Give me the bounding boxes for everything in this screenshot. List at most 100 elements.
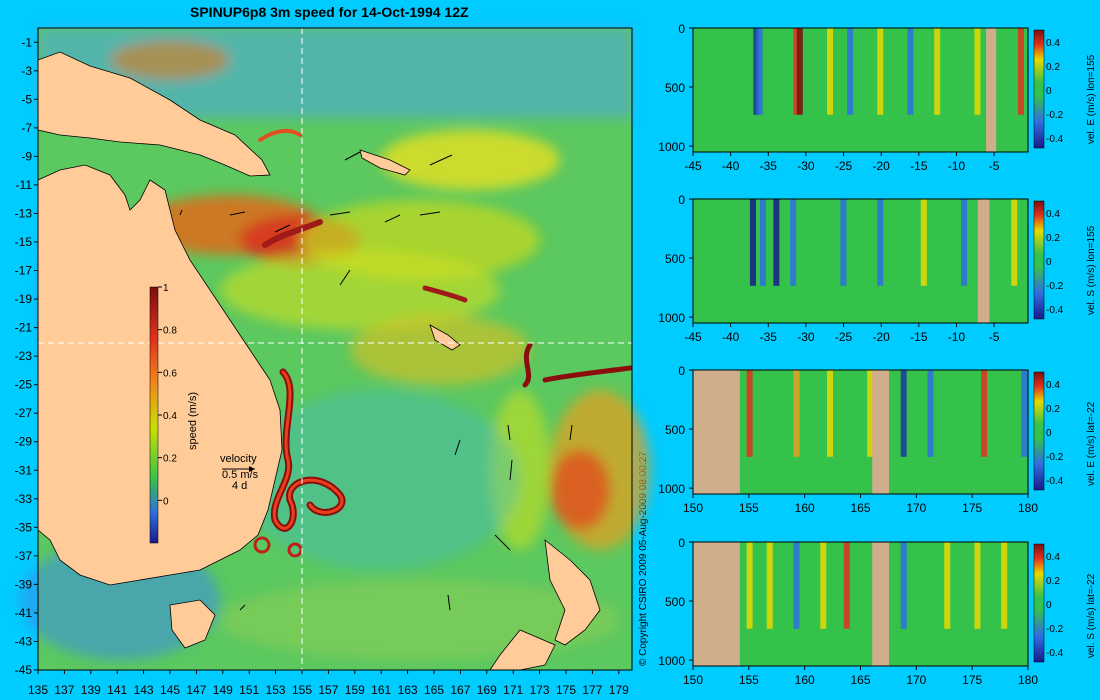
land-australia: [37, 164, 283, 586]
section-x-tick-label: 170: [906, 673, 926, 687]
section-colorbar-tick-label: -0.2: [1046, 624, 1064, 635]
land-new-zealand-north: [544, 539, 601, 646]
section-streak: [790, 199, 797, 286]
map-y-tick-label: -35: [15, 520, 33, 534]
map-colorbar-tick-label: 1: [163, 283, 169, 294]
section-colorbar-label: vel. S (m/s) lon=155: [1086, 225, 1097, 315]
section-panel-2: -45 -40 -35 -30 -25 -20 -15 -10 -5 0 500 1000 0.4 0.2…: [658, 193, 1097, 344]
map-y-tick-label: -17: [15, 264, 33, 278]
map-x-tick-label: 135: [28, 683, 48, 697]
section-y-tick-label: 0: [678, 364, 685, 378]
map-x-tick-label: 161: [371, 683, 391, 697]
section-x-tick-label: -45: [684, 159, 702, 173]
map-frame: [37, 27, 633, 671]
section-colorbar: [1033, 29, 1045, 149]
map-y-tick-label: -41: [15, 606, 33, 620]
section-streak: [900, 542, 907, 629]
section-background: [693, 542, 1028, 666]
land-islands-north: [359, 149, 411, 176]
section-streak: [840, 199, 847, 286]
section-frame: [692, 369, 1029, 495]
map-colorbar-label: speed (m/s): [187, 392, 199, 450]
section-x-tick-label: -40: [722, 330, 740, 344]
section-land-block: [977, 199, 990, 323]
map-colorbar-bar: [149, 286, 159, 544]
section-x-tick-label: 180: [1018, 673, 1038, 687]
section-y-tick-label: 0: [678, 536, 685, 550]
map-y-tick-label: -23: [15, 349, 33, 363]
map-x-tick-label: 169: [477, 683, 497, 697]
section-streak: [944, 542, 951, 629]
section-x-tick-label: -10: [948, 330, 966, 344]
map-y-tick-label: -11: [16, 178, 33, 192]
map-x-tick-label: 141: [107, 683, 127, 697]
section-streak: [793, 28, 800, 115]
section-colorbar-label: vel. S (m/s) lat=-22: [1086, 573, 1097, 658]
section-streak: [1001, 542, 1008, 629]
map-y-tick-label: -27: [15, 406, 33, 420]
section-streak: [1011, 199, 1018, 286]
section-streak: [753, 28, 760, 115]
map-y-tick-label: -25: [15, 378, 33, 392]
section-streak: [773, 199, 780, 286]
map-y-tick-label: -1: [21, 35, 32, 49]
copyright-text: © Copyright CSIRO 2009 05-Aug-2009 08:00…: [638, 451, 649, 666]
section-colorbar-tick-label: 0.2: [1046, 404, 1060, 415]
map-colorbar: 0 0.2 0.4 0.6 0.8 1 speed (m/s): [149, 283, 199, 544]
section-x-tick-label: -10: [948, 159, 966, 173]
map-colorbar-ticks: 0 0.2 0.4 0.6 0.8 1: [158, 283, 177, 507]
section-colorbar-tick-label: -0.4: [1046, 305, 1064, 316]
section-panels: -45 -40 -35 -30 -25 -20 -15 -10 -5 0 500 1000 0.4 0.2…: [658, 22, 1097, 687]
section-colorbar-tick-label: -0.4: [1046, 134, 1064, 145]
map-x-tick-label: 139: [81, 683, 101, 697]
section-y-tick-label: 500: [665, 423, 685, 437]
map-x-tick-label: 171: [503, 683, 523, 697]
map-x-tick-label: 167: [450, 683, 470, 697]
section-y-tick-label: 500: [665, 595, 685, 609]
map-x-tick-label: 163: [398, 683, 418, 697]
section-streak: [793, 542, 800, 629]
section-y-tick-label: 0: [678, 193, 685, 207]
map-colorbar-tick-label: 0: [163, 496, 169, 507]
section-x-tick-label: 165: [850, 501, 870, 515]
section-colorbar: [1033, 200, 1045, 320]
map-x-tick-label: 151: [239, 683, 259, 697]
section-colorbar-tick-label: 0: [1046, 428, 1052, 439]
section-streak: [746, 370, 753, 457]
section-x-tick-label: 160: [795, 673, 815, 687]
map-colorbar-tick-label: 0.4: [163, 411, 177, 422]
section-colorbar-tick-label: -0.4: [1046, 648, 1064, 659]
map-y-tick-label: -37: [15, 549, 33, 563]
section-streak: [793, 370, 800, 457]
section-x-tick-label: -30: [797, 159, 815, 173]
map-y-axis: -1 -3 -5 -7 -9 -11 -13 -15 -17 -19 -21 -23 -25 -27 -29…: [15, 35, 38, 677]
map-land: [37, 51, 601, 671]
section-background: [693, 199, 1028, 323]
speed-map: 135 137 139 141 143 145 147 149 151 153 155 157 159 1…: [15, 27, 650, 697]
section-x-tick-label: 165: [850, 673, 870, 687]
map-y-tick-label: -21: [15, 321, 33, 335]
chart-title: SPINUP6p8 3m speed for 14-Oct-1994 12Z: [190, 4, 469, 20]
map-ocean-background: [38, 28, 632, 670]
map-x-tick-label: 173: [530, 683, 550, 697]
section-y-tick-label: 1000: [658, 654, 685, 668]
map-x-tick-label: 153: [266, 683, 286, 697]
section-streak: [746, 542, 753, 629]
section-colorbar-label: vel. E (m/s) lon=155: [1086, 54, 1097, 144]
section-x-tick-label: -20: [873, 159, 891, 173]
section-land-block: [872, 370, 889, 494]
section-colorbar-tick-label: 0.4: [1046, 380, 1060, 391]
section-streak: [934, 28, 941, 115]
map-x-tick-label: 147: [186, 683, 206, 697]
map-colorbar-tick-label: 0.8: [163, 326, 177, 337]
section-x-tick-label: -15: [910, 159, 928, 173]
map-y-tick-label: -39: [15, 577, 33, 591]
section-streak: [920, 199, 927, 286]
section-y-tick-label: 1000: [658, 482, 685, 496]
section-land-block: [693, 542, 740, 666]
section-colorbar: [1033, 543, 1045, 663]
section-land-block: [693, 370, 740, 494]
section-x-tick-label: -40: [722, 159, 740, 173]
map-velocity-vectors: [179, 151, 573, 611]
section-streak: [847, 28, 854, 115]
